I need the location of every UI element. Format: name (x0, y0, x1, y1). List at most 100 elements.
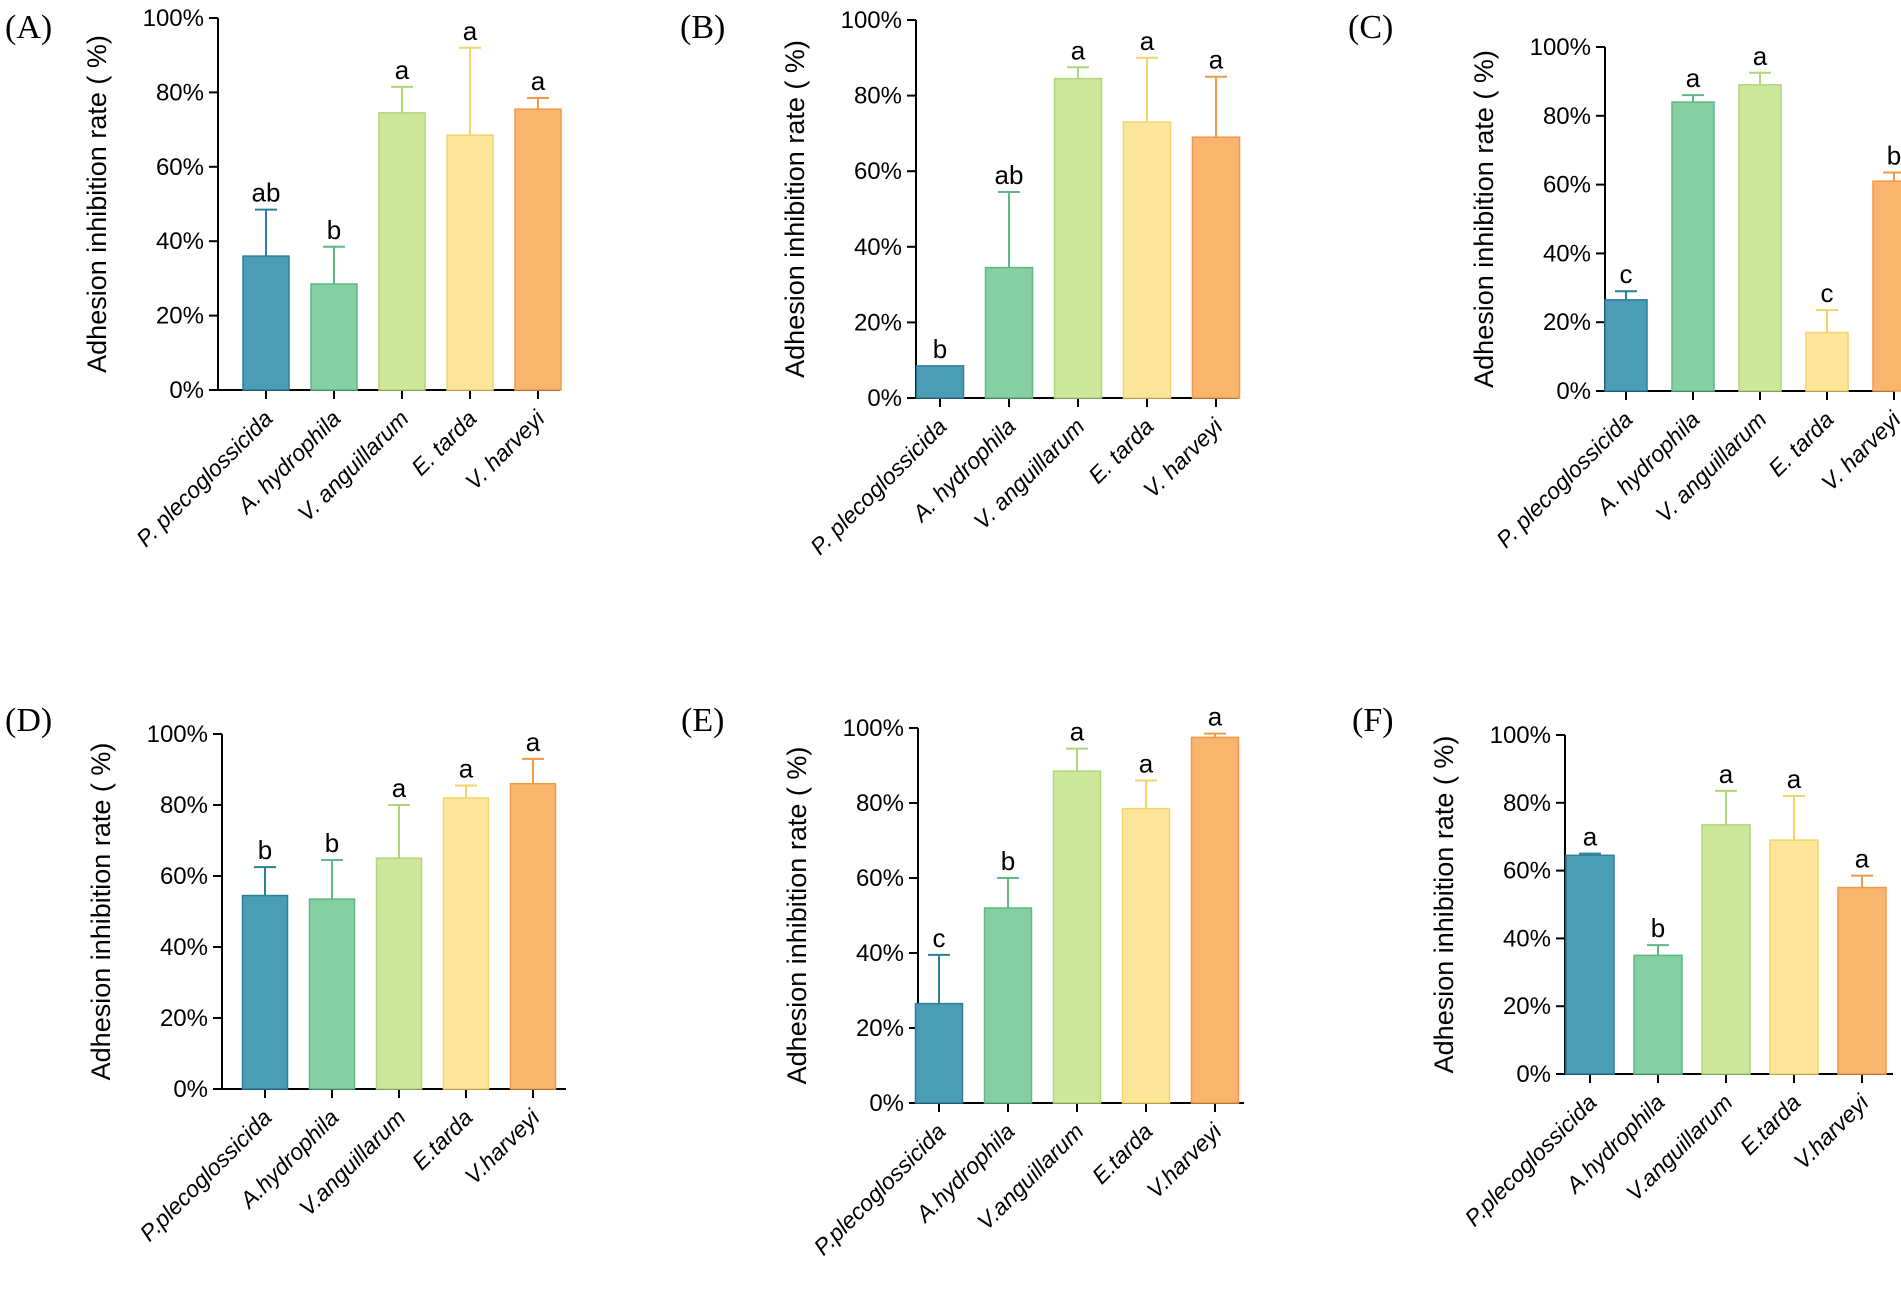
y-tick-label: 40% (854, 234, 902, 261)
significance-label: c (1821, 278, 1834, 308)
significance-label: b (933, 334, 947, 364)
bar-4 (1805, 331, 1849, 392)
panel-label: (F) (1352, 702, 1394, 739)
significance-label: b (327, 215, 341, 245)
y-tick-label: 40% (1503, 925, 1551, 952)
panel-a: (A) 0% 20% 40% 60% 80% 100% Adhesion inhibition… (5, 5, 562, 552)
significance-label: a (1139, 749, 1154, 779)
y-axis-label: Adhesion inhibition rate ( %) (86, 743, 116, 1081)
bar-5 (514, 108, 562, 391)
y-tick-label: 80% (156, 79, 204, 106)
x-tick-label: V.harveyi (1142, 1118, 1228, 1204)
significance-label: a (463, 16, 478, 46)
bar-2 (983, 907, 1033, 1104)
y-axis-label: Adhesion inhibition rate ( %) (1469, 50, 1499, 388)
bar-1 (915, 365, 965, 399)
bar-5 (1837, 886, 1887, 1075)
panel-label: (B) (680, 9, 725, 46)
bar-4 (1769, 839, 1819, 1075)
significance-label: c (933, 923, 946, 953)
bar-2 (1671, 101, 1715, 392)
significance-label: a (1071, 35, 1086, 65)
bar-4 (446, 134, 494, 391)
panel-label: (E) (681, 702, 724, 739)
bar-1 (241, 894, 289, 1090)
y-axis-label: Adhesion inhibition rate ( %) (82, 35, 112, 373)
significance-label: a (1209, 45, 1224, 75)
bar-4 (1121, 807, 1171, 1104)
significance-label: b (325, 828, 339, 858)
significance-label: a (1070, 717, 1085, 747)
y-tick-label: 0% (867, 385, 902, 412)
y-tick-label: 80% (854, 83, 902, 110)
y-tick-label: 60% (1543, 172, 1591, 199)
y-tick-label: 20% (160, 1005, 208, 1032)
x-tick-label: V.harveyi (1789, 1089, 1875, 1175)
significance-label: a (1686, 63, 1701, 93)
y-tick-label: 60% (856, 865, 904, 892)
y-tick-label: 100% (1490, 722, 1551, 749)
y-tick-label: 20% (1503, 993, 1551, 1020)
bar-3 (1053, 77, 1103, 399)
y-tick-label: 60% (160, 863, 208, 890)
y-tick-label: 20% (854, 309, 902, 336)
significance-label: a (459, 753, 474, 783)
panel-c: (C) 0% 20% 40% 60% 80% 100% Adhesion inhibition… (1348, 9, 1901, 553)
y-tick-label: 40% (1543, 240, 1591, 267)
y-tick-label: 100% (147, 721, 208, 748)
y-axis-label: Adhesion inhibition rate ( %) (780, 40, 810, 378)
y-tick-label: 60% (1503, 858, 1551, 885)
bar-3 (1052, 770, 1102, 1104)
y-tick-label: 100% (843, 715, 904, 742)
panel-d: (D) 0% 20% 40% 60% 80% 100% Adhesion inhibition… (5, 702, 566, 1246)
bar-3 (378, 112, 426, 391)
y-tick-label: 0% (173, 1076, 208, 1103)
significance-label: a (1753, 41, 1768, 71)
bar-1 (242, 255, 290, 391)
significance-label: a (531, 66, 546, 96)
y-tick-label: 80% (160, 792, 208, 819)
y-axis-label: Adhesion inhibition rate ( %) (1429, 736, 1459, 1074)
y-tick-label: 60% (156, 154, 204, 181)
bar-2 (984, 266, 1034, 399)
y-axis-label: Adhesion inhibition rate ( %) (782, 747, 812, 1085)
significance-label: c (1620, 259, 1633, 289)
bar-3 (375, 857, 423, 1090)
y-tick-label: 20% (856, 1015, 904, 1042)
y-tick-label: 100% (841, 7, 902, 34)
significance-label: b (1651, 913, 1665, 943)
significance-label: a (1719, 759, 1734, 789)
y-tick-label: 100% (143, 5, 204, 32)
bar-2 (310, 283, 358, 391)
y-tick-label: 40% (156, 228, 204, 255)
y-tick-label: 60% (854, 158, 902, 185)
significance-label: a (526, 727, 541, 757)
panel-e: (E) 0% 20% 40% 60% 80% 100% Adhesion inhibition… (681, 702, 1244, 1260)
bar-4 (1122, 121, 1172, 399)
panel-label: (A) (5, 9, 52, 46)
bar-1 (1565, 854, 1615, 1075)
panel-label: (D) (5, 702, 52, 739)
y-tick-label: 80% (1503, 790, 1551, 817)
panel-b: (B) 0% 20% 40% 60% 80% 100% Adhesion inhibition… (680, 7, 1241, 560)
significance-label: a (1583, 822, 1598, 852)
y-tick-label: 40% (160, 934, 208, 961)
significance-label: a (392, 773, 407, 803)
y-tick-label: 0% (869, 1090, 904, 1117)
significance-label: ab (252, 178, 281, 208)
y-tick-label: 40% (856, 940, 904, 967)
y-tick-label: 0% (1516, 1061, 1551, 1088)
bar-2 (1633, 954, 1683, 1075)
y-tick-label: 0% (1556, 378, 1591, 405)
bar-5 (509, 782, 557, 1090)
bar-1 (914, 1002, 964, 1104)
significance-label: a (1140, 26, 1155, 56)
y-tick-label: 0% (169, 377, 204, 404)
panel-label: (C) (1348, 9, 1393, 46)
y-tick-label: 80% (1543, 103, 1591, 130)
bar-5 (1190, 736, 1240, 1104)
bar-3 (1701, 824, 1751, 1075)
significance-label: ab (995, 160, 1024, 190)
significance-label: a (1855, 844, 1870, 874)
